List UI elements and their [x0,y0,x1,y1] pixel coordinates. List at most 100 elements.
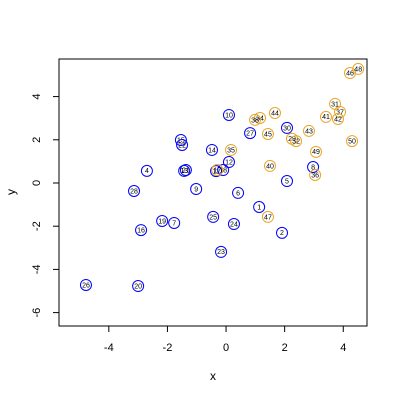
point-label: 16 [137,227,145,234]
point [211,164,224,177]
point [132,280,145,293]
point [352,62,365,75]
point-label: 20 [134,283,142,290]
point [309,169,322,182]
y-tick-label: 4 [31,94,43,100]
point-label: 47 [264,214,272,221]
point [227,218,240,231]
point [346,135,359,148]
point [331,113,344,126]
point [210,165,223,178]
x-tick-label: -2 [163,342,173,354]
point-label: 2 [280,230,284,237]
point-label: 9 [194,186,198,193]
point [310,145,323,158]
point [261,127,274,140]
point-label: 23 [217,249,225,256]
x-tick-label: -4 [104,342,114,354]
point [280,121,293,134]
point-label: 11 [212,168,219,175]
point-label: 26 [82,282,90,289]
point [140,164,153,177]
point [261,210,274,223]
point-label: 45 [264,131,272,138]
point-label: 5 [285,178,289,185]
x-axis-label: x [210,369,216,383]
point-label: 28 [130,188,138,195]
point [215,245,228,258]
point-label: 30 [283,125,291,132]
point [276,226,289,239]
point [249,113,262,126]
point-label: 38 [251,117,259,124]
point-label: 35 [227,147,235,154]
point-label: 44 [271,110,279,117]
point-label: 15 [177,137,185,144]
point [190,183,203,196]
y-tick-label: -2 [31,221,43,231]
point [217,164,230,177]
plot-frame [58,58,368,327]
point-label: 40 [266,163,274,170]
point [302,124,315,137]
point-label: 21 [182,167,190,174]
point [128,184,141,197]
y-axis-label: y [4,189,18,195]
point [254,111,267,124]
y-tick-label: -6 [31,308,43,318]
point [268,107,281,120]
point [178,164,191,177]
point [344,67,357,80]
point-label: 31 [331,101,339,108]
y-tick-label: 0 [31,180,43,186]
x-tick-label: 4 [340,342,346,354]
point-label: 14 [208,147,216,154]
x-tick-label: 2 [282,342,288,354]
point-label: 29 [288,136,296,143]
point [168,216,181,229]
point-label: 8 [311,164,315,171]
point-label: 12 [225,159,233,166]
point-label: 48 [354,66,362,73]
point [280,175,293,188]
point-label: 10 [225,112,233,119]
point-label: 13 [180,168,188,175]
point-label: 7 [172,220,176,227]
x-tick-label: 0 [223,342,229,354]
point-label: 42 [334,116,342,123]
point [225,143,238,156]
point [290,135,303,148]
point [319,110,332,123]
point [207,210,220,223]
point [222,156,235,169]
point-label: 27 [246,130,254,137]
point-label: 19 [158,218,166,225]
point-label: 43 [305,128,313,135]
point-label: 41 [322,114,330,121]
point [253,200,266,213]
point [307,161,320,174]
point-label: 4 [145,168,149,175]
point [135,224,148,237]
point [156,215,169,228]
point [222,108,235,121]
point-label: 22 [178,142,186,149]
point-label: 46 [346,70,354,77]
point-label: 25 [209,214,217,221]
point [334,105,347,118]
point [263,159,276,172]
point-label: 24 [230,221,238,228]
point-label: 6 [236,190,240,197]
y-tick-label: -4 [31,265,43,275]
point-label: 36 [311,172,319,179]
point-label: 1 [257,204,261,211]
point [176,138,189,151]
point-label: 32 [292,138,300,145]
point [79,278,92,291]
point-label: 50 [348,138,356,145]
y-tick-label: 2 [31,137,43,143]
point [244,127,257,140]
point [232,186,245,199]
point-label: 37 [336,109,344,116]
point [174,134,187,147]
